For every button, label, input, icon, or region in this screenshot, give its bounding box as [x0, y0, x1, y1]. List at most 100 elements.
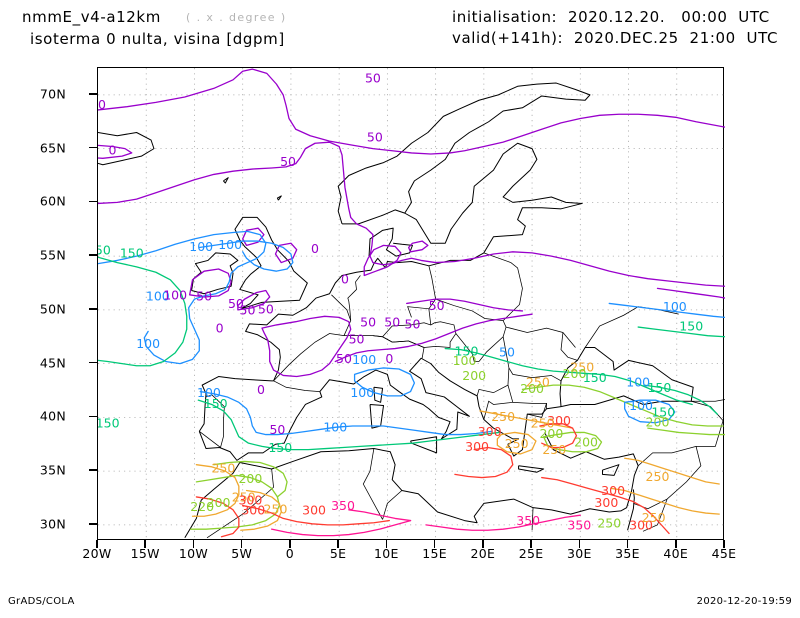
contour-label: 50	[98, 97, 106, 112]
contour-label: 200	[462, 368, 486, 383]
contour-label: 200	[646, 414, 670, 429]
contour-label: 50	[269, 422, 285, 437]
x-axis-tick	[337, 540, 339, 548]
contour-label: 0	[385, 351, 393, 366]
contour-label: 150	[647, 380, 671, 395]
contour-label: 300	[478, 424, 502, 439]
x-axis-label: 10W	[178, 546, 209, 561]
y-axis-tick	[89, 523, 97, 525]
contour-label: 250	[570, 359, 594, 374]
y-axis-tick	[89, 361, 97, 364]
y-axis-label: 65N	[39, 140, 66, 156]
contour-label: 100	[629, 398, 653, 413]
contour-label: 250	[542, 442, 566, 457]
y-axis-label: 55N	[39, 247, 66, 263]
contour-label: 300	[601, 483, 625, 498]
contour-label: 150	[455, 343, 479, 358]
y-axis-label: 30N	[39, 516, 66, 532]
x-axis-label: 20E	[470, 546, 496, 561]
contour-label: 100	[136, 336, 160, 351]
x-axis-label: 10E	[374, 546, 399, 561]
contour-label: 0	[216, 321, 224, 336]
contour-label: 100	[146, 288, 170, 303]
contour-label: 250	[505, 436, 529, 451]
contour-label: 50	[240, 302, 256, 317]
contour-label: 150	[120, 245, 144, 260]
contour-label: 250	[232, 490, 256, 505]
contour-label: 0	[341, 271, 349, 286]
footer-timestamp: 2020-12-20-19:59	[696, 596, 792, 607]
contour-label: 250	[264, 501, 288, 516]
contour-label: 350	[516, 513, 540, 528]
contour-label: 0	[257, 382, 265, 397]
contour-label: 300	[629, 517, 653, 532]
model-name: nmmE_v4-a12km	[22, 8, 161, 26]
y-axis-tick	[89, 415, 97, 418]
valid-time: valid(+141h): 2020.DEC.25 21:00 UTC	[452, 29, 779, 47]
contour-label: 350	[331, 498, 355, 513]
contour-label: 250	[597, 515, 621, 530]
x-axis-label: 20W	[82, 546, 112, 561]
contour-labels: 5050505005015010010010010050505050100000…	[98, 70, 703, 532]
contour-label: 50	[336, 351, 352, 366]
x-axis-tick	[723, 540, 725, 548]
contour-label: 100	[323, 420, 347, 435]
x-axis-label: 5E	[329, 546, 347, 561]
contour-label: 100	[163, 287, 187, 302]
contour-label: 50	[405, 316, 421, 331]
contour-map-svg: 5050505005015010010010010050505050100000…	[98, 68, 725, 541]
contour-label: 200	[574, 435, 598, 450]
y-axis-tick	[89, 146, 97, 149]
contour-label: 150	[98, 415, 120, 430]
contour-label: 250	[642, 510, 666, 525]
contour-label: 250	[646, 469, 670, 484]
y-axis-label: 45N	[39, 355, 66, 371]
contour-label: 50	[98, 242, 111, 257]
x-axis-tick	[626, 540, 629, 548]
contour-label: 0	[311, 241, 319, 256]
contour-label: 100	[453, 353, 477, 368]
x-axis-label: 45E	[711, 546, 737, 561]
contour-lines	[98, 68, 725, 538]
contour-label: 200	[539, 426, 563, 441]
field-description: isoterma 0 nulta, visina [dgpm]	[30, 30, 285, 48]
footer-producer: GrADS/COLA	[8, 596, 75, 607]
contour-label: 150	[268, 440, 292, 455]
contour-label: 150	[204, 396, 228, 411]
contour-label: 250	[526, 374, 550, 389]
contour-label: 50	[365, 70, 381, 85]
contour-label: 250	[211, 460, 235, 475]
contour-label: 250	[491, 409, 515, 424]
contour-map-plot: 5050505005015010010010010050505050100000…	[97, 67, 725, 541]
contour-label: 50	[360, 314, 376, 329]
y-axis-tick	[89, 469, 97, 471]
contour-label: 50	[228, 296, 244, 311]
x-axis-tick	[482, 540, 484, 548]
x-axis-label: 0	[285, 546, 295, 561]
contour-label: 50	[367, 129, 383, 144]
contour-label: 220	[190, 499, 214, 514]
y-axis-tick	[89, 254, 97, 256]
contour-label: 100	[350, 385, 374, 400]
y-axis-tick	[89, 93, 97, 95]
model-resolution: ( . x . degree )	[186, 11, 287, 24]
x-axis-tick	[433, 540, 436, 548]
x-axis-tick	[192, 540, 195, 548]
y-axis-label: 60N	[39, 193, 66, 209]
contour-label: 0	[108, 142, 116, 157]
x-axis-label: 5W	[231, 546, 253, 561]
y-axis-label: 35N	[39, 462, 66, 478]
contour-label: 100	[663, 299, 687, 314]
contour-label: 300	[302, 502, 326, 517]
y-axis-label: 50N	[39, 301, 66, 317]
y-axis-tick	[89, 200, 97, 203]
contour-label: 150	[679, 319, 703, 334]
contour-label: 100	[197, 385, 221, 400]
x-axis-tick	[240, 540, 243, 548]
contour-label: 100	[189, 239, 213, 254]
contour-label: 50	[429, 298, 445, 313]
contour-label: 100	[218, 237, 242, 252]
contour-label: 200	[563, 366, 587, 381]
x-axis-tick	[289, 540, 291, 548]
contour-label: 300	[547, 413, 571, 428]
